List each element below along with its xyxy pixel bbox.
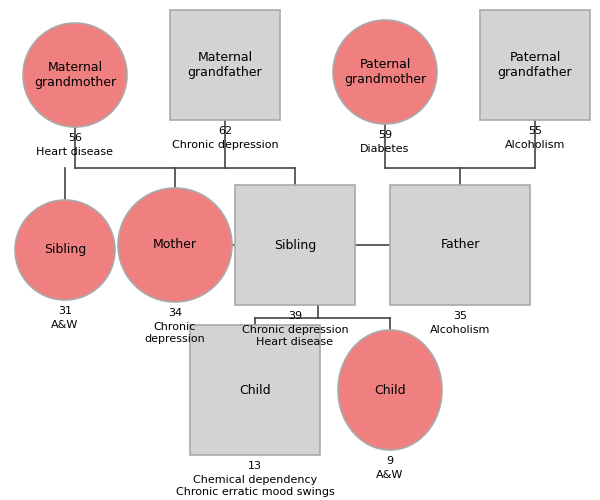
FancyBboxPatch shape (235, 185, 355, 305)
Ellipse shape (23, 23, 127, 127)
Text: Father: Father (440, 238, 479, 252)
Text: Maternal
grandfather: Maternal grandfather (188, 51, 262, 79)
Text: A&W: A&W (376, 470, 404, 480)
Text: Child: Child (374, 384, 406, 396)
Text: 39: 39 (288, 311, 302, 321)
Text: Alcoholism: Alcoholism (505, 140, 565, 150)
Text: Chronic depression: Chronic depression (172, 140, 278, 150)
Text: Paternal
grandfather: Paternal grandfather (497, 51, 572, 79)
FancyBboxPatch shape (190, 325, 320, 455)
Ellipse shape (118, 188, 232, 302)
Text: 56: 56 (68, 133, 82, 143)
Text: Maternal
grandmother: Maternal grandmother (34, 61, 116, 89)
Text: 62: 62 (218, 126, 232, 136)
Text: Chronic
depression: Chronic depression (145, 322, 205, 344)
Ellipse shape (333, 20, 437, 124)
Ellipse shape (15, 200, 115, 300)
Text: 9: 9 (386, 456, 394, 466)
Text: A&W: A&W (52, 320, 79, 330)
FancyBboxPatch shape (170, 10, 280, 120)
Text: Chemical dependency
Chronic erratic mood swings: Chemical dependency Chronic erratic mood… (176, 475, 334, 496)
Text: Diabetes: Diabetes (361, 144, 410, 154)
Text: Paternal
grandmother: Paternal grandmother (344, 58, 426, 86)
Text: 13: 13 (248, 461, 262, 471)
Text: Chronic depression
Heart disease: Chronic depression Heart disease (242, 325, 349, 346)
Text: Alcoholism: Alcoholism (430, 325, 490, 335)
Text: Sibling: Sibling (274, 238, 316, 252)
FancyBboxPatch shape (390, 185, 530, 305)
Text: Heart disease: Heart disease (37, 147, 113, 157)
Text: Mother: Mother (153, 238, 197, 252)
Text: 31: 31 (58, 306, 72, 316)
Text: Sibling: Sibling (44, 244, 86, 256)
Text: 35: 35 (453, 311, 467, 321)
Ellipse shape (338, 330, 442, 450)
Text: Child: Child (239, 384, 271, 396)
Text: 55: 55 (528, 126, 542, 136)
FancyBboxPatch shape (480, 10, 590, 120)
Text: 34: 34 (168, 308, 182, 318)
Text: 59: 59 (378, 130, 392, 140)
